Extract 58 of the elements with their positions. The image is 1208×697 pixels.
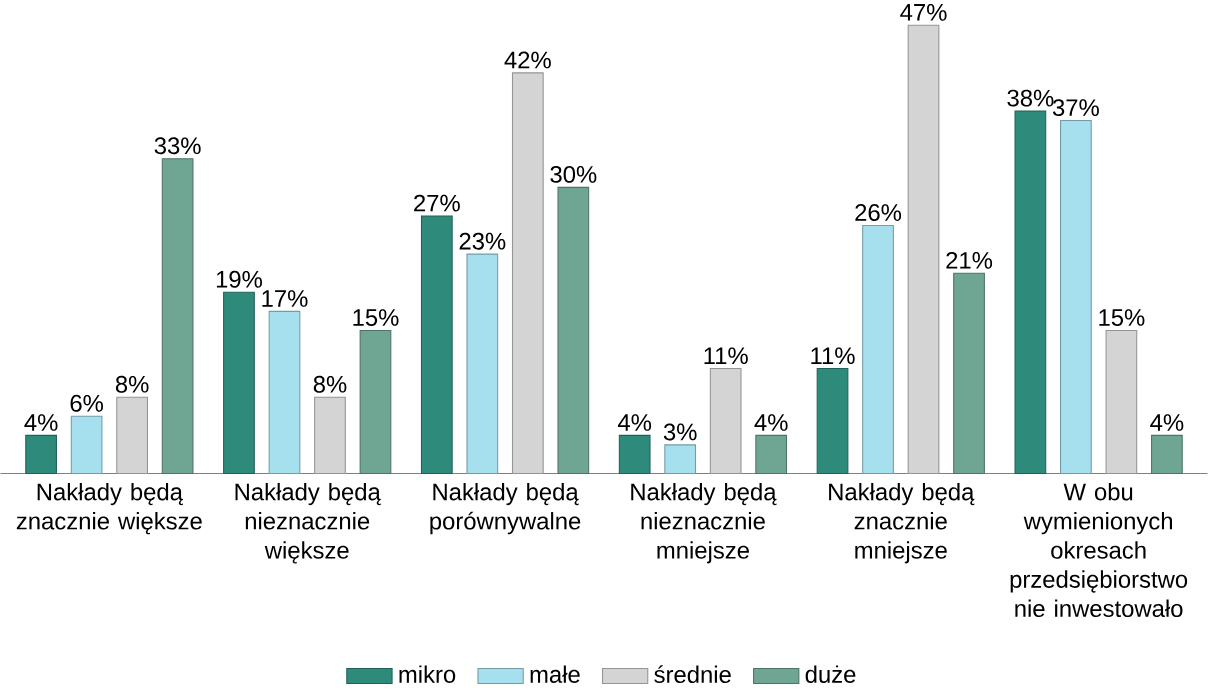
data-label: 8% [115, 375, 149, 393]
bar [161, 158, 194, 474]
data-label: 23% [459, 232, 506, 250]
data-label: 11% [704, 347, 748, 364]
bar [223, 291, 255, 474]
legend-label: średnie [654, 665, 731, 683]
bar [709, 367, 742, 474]
legend-label: mikro [399, 665, 456, 683]
data-label: 42% [504, 51, 551, 69]
bar [359, 329, 392, 474]
x-tick-label: Nakłady będą znacznie mniejsze [829, 482, 975, 564]
bar [268, 310, 301, 474]
bar [314, 396, 346, 474]
data-label: 47% [900, 3, 947, 21]
data-label: 33% [154, 137, 201, 155]
data-label: 4% [617, 413, 652, 431]
bar [1105, 329, 1138, 474]
x-tick-label: Nakłady będą porównywalne [430, 482, 581, 535]
bar [862, 224, 894, 474]
legend-label: małe [530, 665, 580, 683]
bar [664, 444, 697, 474]
data-label: 26% [855, 203, 902, 221]
bar [420, 215, 453, 474]
bar [907, 24, 940, 474]
bar [755, 434, 788, 474]
data-label: 17% [262, 289, 308, 307]
data-label: 38% [1007, 89, 1054, 107]
data-label: 19% [216, 270, 262, 288]
bar [116, 396, 148, 474]
bar [466, 253, 499, 474]
data-label: 4% [754, 413, 788, 431]
bar [618, 434, 651, 474]
x-tick-label: Nakłady będą nieznacznie większe [235, 482, 381, 564]
data-label: 6% [70, 394, 104, 412]
data-label: 15% [353, 308, 399, 326]
x-tick-label: W obu wymienionych okresach przedsiębiorstwo nie inwestowało [1010, 482, 1188, 617]
bar [1151, 434, 1183, 474]
data-label: 27% [414, 194, 460, 212]
data-label: 11% [811, 347, 855, 364]
x-tick-label: Nakłady będą znacznie większe [16, 482, 202, 535]
data-label: 3% [663, 423, 697, 441]
bar [25, 434, 57, 474]
legend-label: duże [805, 665, 856, 683]
x-tick-label: Nakłady będą nieznacznie mniejsze [631, 482, 777, 564]
bar [953, 272, 985, 474]
bar [557, 186, 590, 474]
data-label: 30% [550, 165, 597, 183]
data-label: 4% [24, 413, 58, 431]
data-label: 4% [1150, 413, 1184, 431]
data-label: 21% [946, 251, 993, 269]
bar [511, 72, 544, 474]
bar [816, 367, 849, 474]
data-label: 37% [1052, 98, 1099, 116]
bar [1014, 110, 1047, 474]
data-label: 15% [1099, 308, 1145, 326]
bar [70, 415, 103, 474]
data-label: 8% [313, 375, 347, 393]
bar [1060, 119, 1092, 474]
